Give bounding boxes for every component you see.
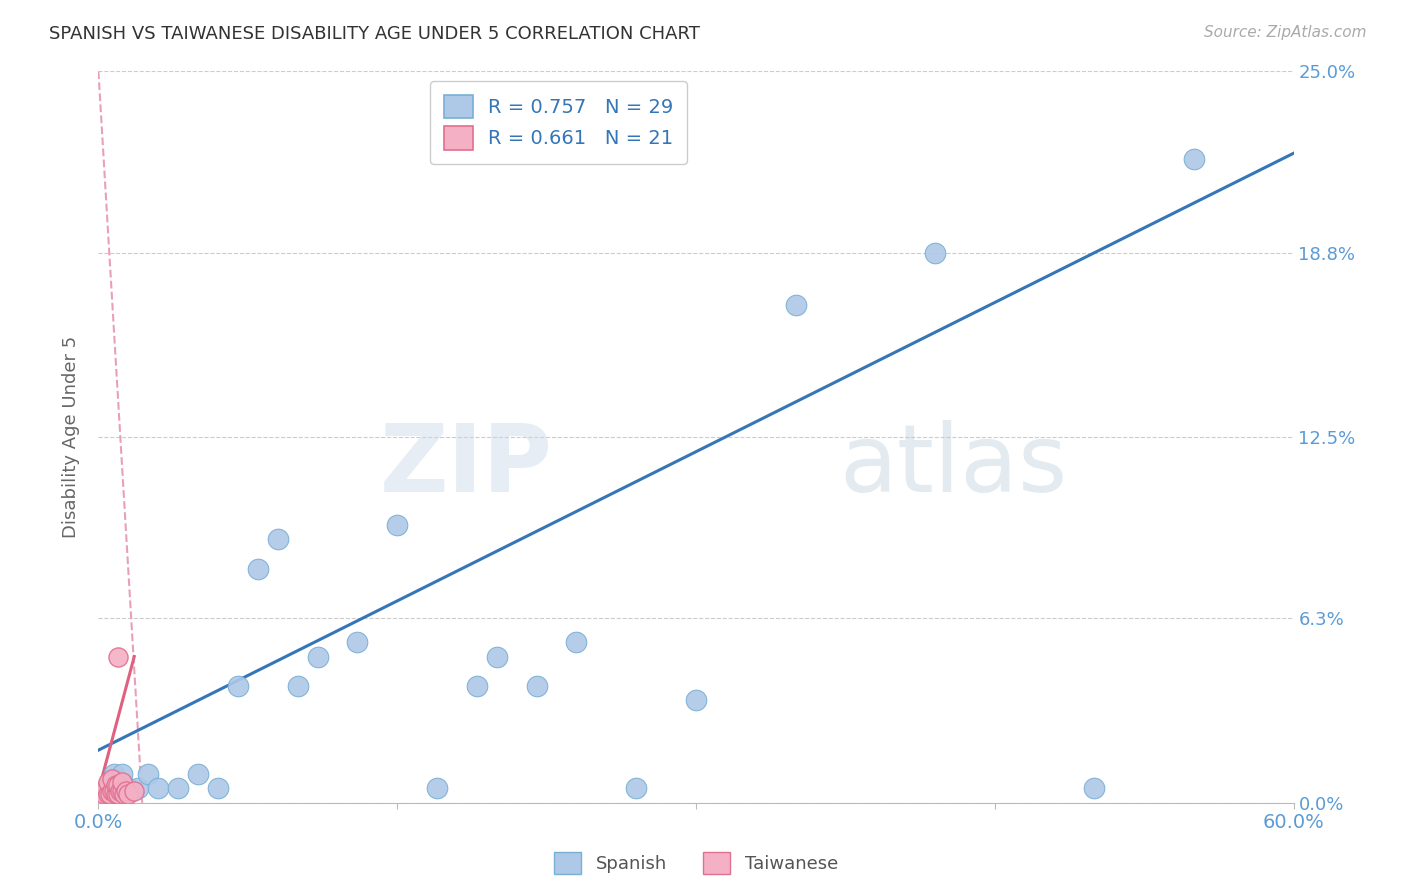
Point (127, 781, 149, 796)
Point (112, 787, 135, 801)
Legend: Spanish, Taiwanese: Spanish, Taiwanese (547, 845, 845, 881)
Point (103, 784, 125, 798)
Point (246, 562, 269, 576)
Point (207, 781, 229, 796)
Point (187, 766, 209, 780)
Point (91, 789, 114, 804)
Point (785, 298, 807, 312)
Point (115, 784, 138, 798)
Point (101, 784, 124, 798)
Point (107, 787, 129, 801)
Point (148, 781, 170, 796)
Point (110, 784, 132, 798)
Point (167, 781, 190, 796)
Point (96, 781, 118, 796)
Point (111, 775, 134, 789)
Point (107, 781, 129, 796)
Point (98, 787, 122, 801)
Point (107, 649, 129, 664)
Text: ZIP: ZIP (380, 420, 553, 512)
Point (307, 649, 329, 664)
Point (103, 766, 125, 780)
Point (485, 649, 508, 664)
Point (1182, 152, 1205, 166)
Point (117, 787, 139, 801)
Point (526, 679, 548, 693)
Point (226, 679, 249, 693)
Point (465, 679, 488, 693)
Point (685, 693, 707, 707)
Point (626, 781, 648, 796)
Text: SPANISH VS TAIWANESE DISABILITY AGE UNDER 5 CORRELATION CHART: SPANISH VS TAIWANESE DISABILITY AGE UNDE… (49, 25, 700, 43)
Point (565, 635, 588, 649)
Point (124, 784, 146, 798)
Point (385, 517, 409, 532)
Point (93, 787, 115, 801)
Point (924, 245, 946, 260)
Point (111, 784, 134, 798)
Point (107, 778, 129, 792)
Point (426, 781, 449, 796)
Text: Source: ZipAtlas.com: Source: ZipAtlas.com (1204, 25, 1367, 40)
Y-axis label: Disability Age Under 5: Disability Age Under 5 (62, 336, 80, 538)
Text: atlas: atlas (839, 420, 1067, 512)
Point (105, 787, 128, 801)
Point (111, 766, 134, 780)
Point (117, 781, 139, 796)
Point (97, 787, 120, 801)
Point (267, 533, 290, 547)
Point (136, 766, 159, 780)
Point (105, 778, 128, 792)
Point (101, 772, 124, 787)
Point (287, 679, 309, 693)
Point (1083, 781, 1105, 796)
Point (97, 781, 120, 796)
Point (97, 775, 120, 789)
Point (346, 635, 368, 649)
